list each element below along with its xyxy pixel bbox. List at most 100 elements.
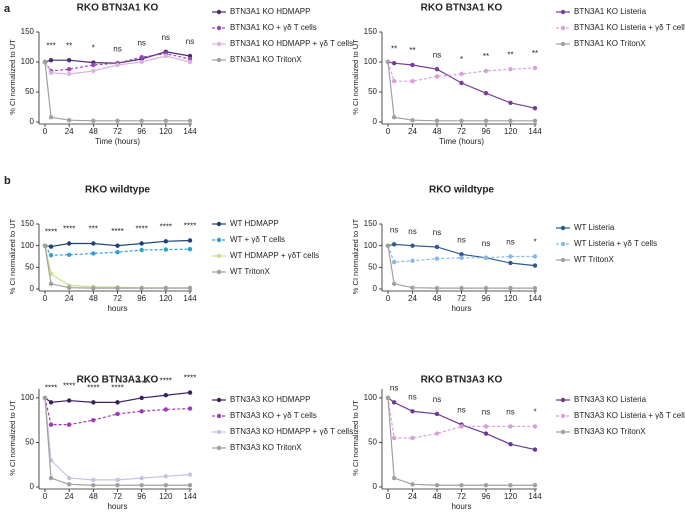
x-tick-label: 72	[457, 492, 466, 501]
x-tick-label: 0	[386, 127, 391, 136]
data-point	[532, 118, 538, 124]
x-tick-label: 0	[43, 294, 48, 303]
data-point	[91, 285, 96, 291]
x-axis-label: Time (hours)	[95, 137, 140, 146]
data-point	[48, 400, 54, 405]
y-axis-label: % CI normalized to UT	[8, 400, 17, 476]
x-tick-label: 0	[386, 492, 391, 501]
x-tick-label: 120	[504, 294, 518, 303]
data-point	[483, 255, 489, 260]
legend-marker	[216, 413, 222, 419]
y-tick-label: 50	[368, 87, 377, 96]
data-point	[410, 285, 415, 290]
data-point	[42, 395, 48, 401]
y-tick-label: 50	[368, 438, 377, 447]
legend-marker	[216, 253, 222, 259]
data-point	[410, 409, 415, 414]
data-point	[187, 246, 193, 252]
y-tick-label: 100	[21, 241, 35, 250]
series-line	[387, 61, 535, 122]
series-line	[387, 61, 536, 109]
legend-label: BTN3A1 KO HDMAPP	[230, 7, 310, 16]
x-tick-label: 24	[408, 294, 417, 303]
y-axis-label: % CI normalized to UT	[8, 218, 17, 294]
x-tick-label: 24	[65, 492, 74, 501]
significance-label: ns	[506, 408, 514, 417]
data-point	[91, 68, 96, 74]
significance-label: **	[391, 44, 397, 53]
significance-label: ****	[184, 374, 196, 383]
legend-label: BTN3A3 KO HDMAPP	[230, 395, 310, 404]
y-tick-label: 0	[30, 117, 35, 126]
data-point	[434, 118, 440, 124]
x-tick-label: 24	[408, 492, 417, 501]
data-point	[163, 118, 169, 124]
x-tick-label: 48	[89, 492, 98, 501]
legend-label: BTN3A3 KO HDMAPP + γδ T cells	[230, 427, 353, 436]
data-point	[434, 244, 440, 250]
x-tick-label: 96	[137, 127, 146, 136]
data-point	[66, 241, 72, 246]
data-point	[434, 411, 440, 417]
legend-marker	[560, 241, 566, 247]
data-point	[410, 258, 415, 264]
significance-label: ***	[46, 41, 55, 50]
significance-label: **	[66, 41, 72, 50]
data-point	[459, 252, 464, 257]
x-tick-label: 144	[528, 294, 542, 303]
x-tick-label: 120	[159, 127, 173, 136]
significance-label: ns	[433, 228, 441, 237]
x-tick-label: 120	[504, 492, 518, 501]
data-point	[66, 67, 72, 72]
data-point	[91, 251, 96, 256]
data-point	[532, 447, 538, 452]
x-axis-label: hours	[107, 304, 127, 313]
data-point	[139, 118, 144, 124]
x-tick-label: 24	[65, 127, 74, 136]
data-point	[163, 285, 169, 291]
significance-label: *	[460, 55, 463, 64]
y-tick-label: 150	[364, 219, 378, 228]
y-axis-label: % CI normalized to UT	[351, 39, 360, 115]
legend-label: WT Listeria	[574, 223, 615, 232]
data-point	[459, 424, 464, 429]
data-point	[66, 398, 72, 403]
significance-label: ****	[135, 225, 147, 234]
y-tick-label: 50	[25, 438, 34, 447]
data-point	[139, 241, 144, 246]
x-tick-label: 0	[43, 492, 48, 501]
data-point	[483, 68, 489, 74]
data-point	[139, 475, 144, 481]
data-point	[434, 256, 440, 261]
significance-label: ****	[87, 383, 99, 392]
series-line	[44, 391, 191, 403]
data-point	[187, 406, 193, 411]
data-point	[91, 400, 96, 405]
legend-marker	[216, 397, 222, 403]
x-tick-label: 72	[113, 492, 122, 501]
data-point	[391, 435, 397, 441]
data-point	[187, 285, 193, 291]
y-tick-label: 50	[25, 87, 34, 96]
x-tick-label: 48	[89, 127, 98, 136]
chart-title: RKO BTN3A1 KO	[77, 3, 159, 14]
series-line	[44, 397, 190, 486]
data-point	[187, 472, 193, 477]
data-point	[385, 243, 391, 248]
legend-marker	[560, 413, 566, 419]
data-point	[391, 281, 397, 286]
data-point	[48, 58, 54, 63]
y-tick-label: 0	[30, 482, 35, 491]
x-axis-label: hours	[107, 502, 127, 511]
data-point	[48, 244, 54, 249]
legend-marker	[216, 9, 222, 15]
data-point	[532, 65, 538, 71]
legend-label: WT TritonX	[230, 267, 271, 276]
legend-label: BTN3A3 KO Listeria + γδ T cells	[574, 411, 685, 420]
significance-label: ns	[162, 33, 170, 42]
data-point	[115, 118, 120, 124]
data-point	[115, 243, 120, 248]
significance-label: **	[409, 46, 415, 55]
legend-label: BTN3A1 KO Listeria	[574, 7, 647, 16]
